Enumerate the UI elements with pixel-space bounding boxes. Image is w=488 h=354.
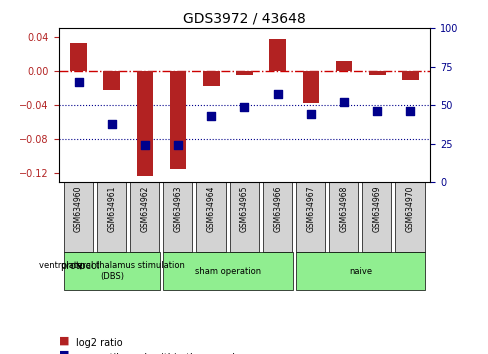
Point (340, 99, 347, 105)
Text: sham operation: sham operation (194, 267, 261, 275)
FancyBboxPatch shape (163, 252, 292, 290)
Bar (302, 71, 319, 103)
Point (75, 79, 82, 85)
Bar (269, 39, 285, 71)
Bar (368, 71, 385, 75)
Text: GSM634963: GSM634963 (173, 185, 182, 232)
Point (306, 112, 314, 117)
Point (240, 104, 248, 109)
Text: ■: ■ (59, 335, 69, 346)
Bar (401, 71, 418, 80)
FancyBboxPatch shape (295, 182, 325, 252)
Title: GDS3972 / 43648: GDS3972 / 43648 (183, 12, 305, 26)
Text: GSM634967: GSM634967 (306, 185, 315, 232)
Bar (335, 61, 352, 71)
Text: GSM634965: GSM634965 (240, 185, 248, 232)
Text: ■: ■ (59, 349, 69, 354)
Bar (236, 71, 252, 75)
Text: GSM634968: GSM634968 (339, 185, 348, 232)
Point (207, 113, 215, 119)
Text: GSM634970: GSM634970 (405, 185, 414, 232)
Point (108, 121, 116, 126)
Bar (136, 71, 153, 176)
Text: GSM634960: GSM634960 (74, 185, 83, 232)
Text: protocol: protocol (60, 261, 100, 271)
Point (141, 142, 148, 148)
FancyBboxPatch shape (63, 252, 160, 290)
Text: naive: naive (348, 267, 371, 275)
FancyBboxPatch shape (295, 252, 425, 290)
Text: GSM634962: GSM634962 (140, 185, 149, 232)
Text: GSM634961: GSM634961 (107, 185, 116, 232)
Text: GSM634964: GSM634964 (206, 185, 215, 232)
Point (174, 142, 182, 148)
FancyBboxPatch shape (163, 182, 192, 252)
FancyBboxPatch shape (229, 182, 258, 252)
FancyBboxPatch shape (395, 182, 424, 252)
Point (273, 92, 281, 97)
Text: ventrolateral thalamus stimulation
(DBS): ventrolateral thalamus stimulation (DBS) (39, 261, 184, 281)
Text: GSM634969: GSM634969 (372, 185, 381, 232)
Bar (103, 71, 120, 90)
Text: GSM634966: GSM634966 (273, 185, 282, 232)
FancyBboxPatch shape (262, 182, 291, 252)
FancyBboxPatch shape (63, 182, 93, 252)
Text: log2 ratio: log2 ratio (76, 338, 122, 348)
Text: percentile rank within the sample: percentile rank within the sample (76, 353, 240, 354)
Point (406, 108, 413, 114)
FancyBboxPatch shape (328, 182, 358, 252)
Bar (70, 43, 87, 71)
FancyBboxPatch shape (362, 182, 391, 252)
FancyBboxPatch shape (97, 182, 126, 252)
FancyBboxPatch shape (196, 182, 225, 252)
Bar (169, 71, 186, 169)
Point (372, 108, 380, 114)
Bar (203, 71, 219, 86)
FancyBboxPatch shape (130, 182, 159, 252)
